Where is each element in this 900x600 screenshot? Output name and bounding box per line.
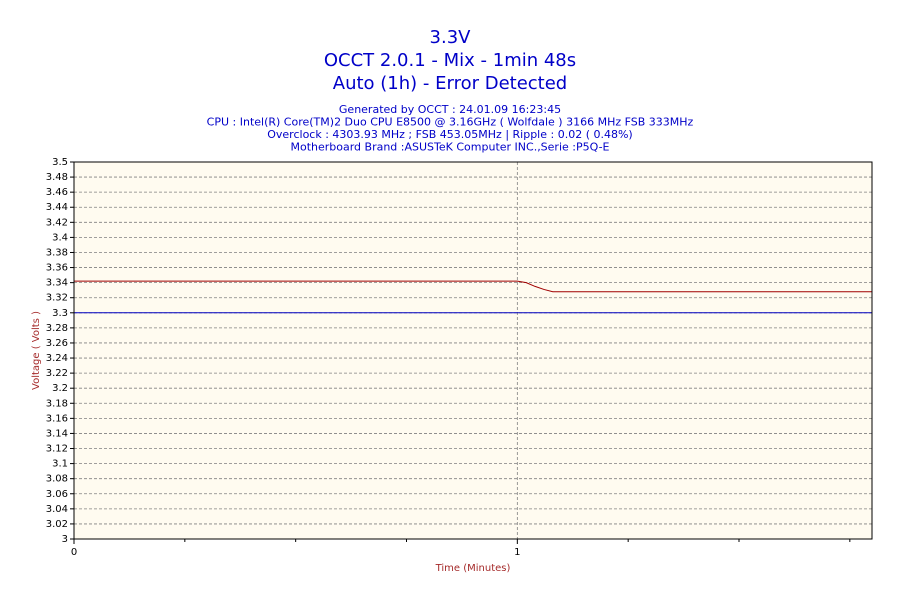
y-tick-label: 3.1 — [52, 459, 68, 470]
y-tick-label: 3.2 — [52, 383, 68, 394]
y-tick-label: 3.4 — [52, 232, 68, 243]
y-tick-label: 3.12 — [46, 444, 68, 455]
chart-title: OCCT 2.0.1 - Mix - 1min 48s — [324, 50, 576, 71]
y-tick-label: 3.26 — [46, 338, 68, 349]
y-tick-label: 3.42 — [46, 217, 68, 228]
chart-title: 3.3V — [430, 27, 472, 48]
y-tick-label: 3.04 — [46, 504, 68, 515]
y-tick-label: 3.44 — [46, 202, 68, 213]
y-tick-label: 3.18 — [46, 398, 68, 409]
y-tick-label: 3.02 — [46, 519, 68, 530]
y-tick-label: 3.38 — [46, 247, 68, 258]
y-tick-label: 3 — [62, 534, 68, 545]
data-line — [74, 280, 872, 293]
x-tick-label: 0 — [71, 547, 77, 558]
y-tick-label: 3.22 — [46, 368, 68, 379]
y-tick-label: 3.48 — [46, 172, 68, 183]
y-tick-label: 3.06 — [46, 489, 68, 500]
x-axis-label: Time (Minutes) — [435, 563, 511, 574]
plot-area — [74, 162, 872, 539]
y-tick-label: 3.46 — [46, 187, 68, 198]
y-tick-label: 3.32 — [46, 293, 68, 304]
x-tick-label: 1 — [514, 547, 520, 558]
chart-subtitle: Generated by OCCT : 24.01.09 16:23:45 — [339, 103, 561, 116]
y-tick-label: 3.28 — [46, 323, 68, 334]
chart-subtitle: Overclock : 4303.93 MHz ; FSB 453.05MHz … — [267, 128, 632, 141]
y-tick-label: 3.3 — [52, 308, 68, 319]
y-tick-label: 3.5 — [52, 157, 68, 168]
chart-title: Auto (1h) - Error Detected — [333, 73, 567, 94]
y-tick-label: 3.36 — [46, 263, 68, 274]
y-tick-label: 3.24 — [46, 353, 68, 364]
y-tick-label: 3.16 — [46, 413, 68, 424]
y-tick-label: 3.14 — [46, 428, 68, 439]
y-axis-label: Voltage ( Volts ) — [31, 311, 42, 390]
plot-border — [73, 161, 873, 540]
chart-subtitle: CPU : Intel(R) Core(TM)2 Duo CPU E8500 @… — [207, 116, 694, 129]
y-tick-label: 3.34 — [46, 278, 68, 289]
y-tick-label: 3.08 — [46, 474, 68, 485]
chart-subtitle: Motherboard Brand :ASUSTeK Computer INC.… — [290, 141, 609, 154]
